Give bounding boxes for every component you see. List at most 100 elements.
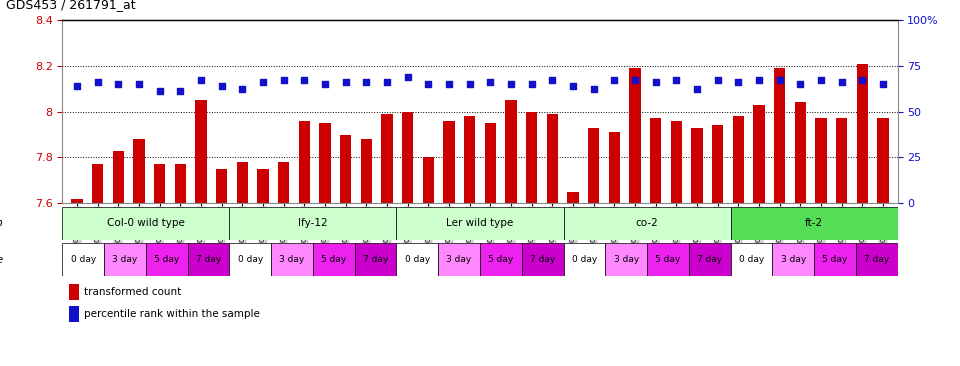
Text: ft-2: ft-2 (805, 218, 823, 228)
Text: 7 day: 7 day (697, 255, 722, 264)
Bar (691, 128, 703, 203)
Point (813, 76, 828, 82)
Bar (814, 243, 856, 276)
Point (834, 79, 850, 85)
Bar (381, 114, 393, 203)
Bar (62, 243, 105, 276)
Point (854, 76, 870, 82)
Point (752, 76, 767, 82)
Text: 7 day: 7 day (530, 255, 555, 264)
Point (338, 79, 353, 85)
Bar (195, 100, 206, 203)
Bar (402, 112, 414, 203)
Bar (229, 207, 396, 240)
Bar (772, 243, 814, 276)
Bar (754, 105, 765, 203)
Bar (299, 121, 310, 203)
Bar (175, 164, 186, 203)
Bar (69, 284, 79, 300)
Point (628, 76, 643, 82)
Bar (485, 123, 496, 203)
Bar (731, 243, 772, 276)
Bar (522, 243, 564, 276)
Text: 5 day: 5 day (155, 255, 180, 264)
Point (359, 79, 374, 85)
Bar (464, 116, 475, 203)
Point (876, 81, 891, 87)
Text: 0 day: 0 day (405, 255, 430, 264)
Point (483, 79, 498, 85)
Bar (774, 68, 785, 203)
Bar (438, 243, 480, 276)
Point (503, 81, 518, 87)
Point (90, 79, 106, 85)
Bar (444, 121, 455, 203)
Bar (480, 243, 522, 276)
Bar (396, 207, 564, 240)
Bar (689, 243, 731, 276)
Bar (671, 121, 683, 203)
Bar (650, 119, 661, 203)
Text: 3 day: 3 day (279, 255, 304, 264)
Bar (396, 243, 438, 276)
Text: 0 day: 0 day (572, 255, 597, 264)
Text: 5 day: 5 day (656, 255, 681, 264)
Text: transformed count: transformed count (84, 287, 181, 297)
Point (110, 81, 126, 87)
Point (793, 81, 808, 87)
Bar (146, 243, 188, 276)
Point (524, 81, 540, 87)
Bar (647, 243, 689, 276)
Point (420, 81, 436, 87)
Point (132, 81, 147, 87)
Bar (815, 119, 827, 203)
Bar (112, 150, 124, 203)
Point (234, 86, 250, 92)
Point (772, 76, 787, 82)
Bar (92, 164, 104, 203)
Bar (732, 116, 744, 203)
Bar (313, 243, 355, 276)
Bar (526, 112, 538, 203)
Bar (836, 119, 848, 203)
Text: 0 day: 0 day (71, 255, 96, 264)
Point (565, 83, 581, 89)
Bar (69, 306, 79, 322)
Text: lfy-12: lfy-12 (299, 218, 327, 228)
Text: 0 day: 0 day (739, 255, 764, 264)
Bar (609, 132, 620, 203)
Text: Col-0 wild type: Col-0 wild type (107, 218, 185, 228)
Point (442, 81, 457, 87)
Bar (62, 207, 229, 240)
Point (669, 76, 684, 82)
Bar (188, 243, 229, 276)
Bar (229, 243, 272, 276)
Point (607, 76, 622, 82)
Bar (340, 134, 351, 203)
Bar (361, 139, 372, 203)
Point (731, 79, 746, 85)
Bar (505, 100, 516, 203)
Bar (257, 169, 269, 203)
Bar (154, 164, 165, 203)
Bar (355, 243, 396, 276)
Point (544, 76, 560, 82)
Bar (630, 68, 640, 203)
Text: 5 day: 5 day (322, 255, 347, 264)
Bar (877, 119, 889, 203)
Text: co-2: co-2 (636, 218, 659, 228)
Point (152, 88, 167, 94)
Text: 7 day: 7 day (363, 255, 388, 264)
Bar (731, 207, 898, 240)
Bar (588, 128, 599, 203)
Text: Ler wild type: Ler wild type (446, 218, 514, 228)
Point (648, 79, 663, 85)
Point (276, 76, 291, 82)
Text: time: time (0, 255, 4, 265)
Text: 7 day: 7 day (864, 255, 889, 264)
Bar (422, 157, 434, 203)
Point (710, 76, 726, 82)
Text: 3 day: 3 day (112, 255, 137, 264)
Point (193, 76, 208, 82)
Text: 0 day: 0 day (238, 255, 263, 264)
